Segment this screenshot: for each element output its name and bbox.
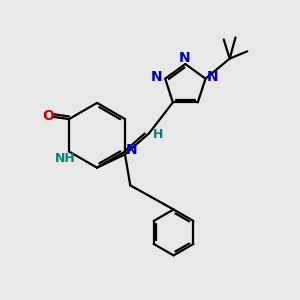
Text: N: N — [151, 70, 163, 84]
Text: NH: NH — [55, 152, 76, 165]
Text: N: N — [126, 143, 137, 157]
Text: N: N — [207, 70, 218, 84]
Text: O: O — [42, 109, 54, 122]
Text: H: H — [153, 128, 163, 141]
Text: N: N — [179, 50, 190, 64]
